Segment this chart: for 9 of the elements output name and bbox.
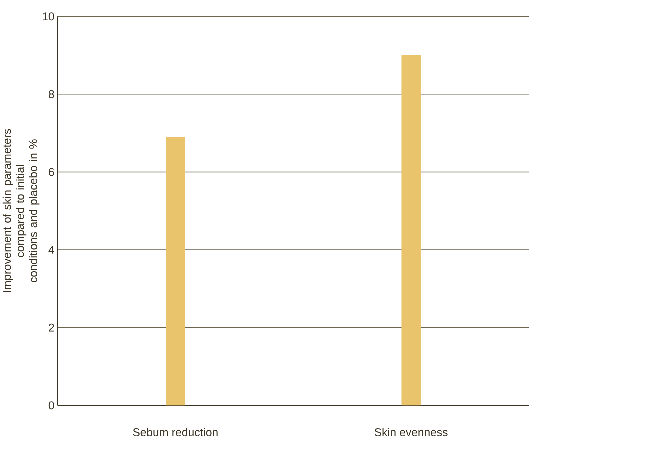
y-tick-label: 4	[48, 246, 54, 254]
y-tick-label: 10	[43, 12, 54, 20]
y-tick-label: 8	[48, 90, 54, 98]
x-tick-label: Skin evenness	[374, 428, 448, 436]
y-tick-label: 0	[48, 401, 54, 410]
y-tick-label: 6	[49, 168, 54, 176]
y-tick-label: 2	[49, 324, 54, 332]
y-axis-title: Improvement of skin parameters compared to initial conditions and placebo in %	[2, 129, 40, 292]
x-tick-label: Sebum reduction	[133, 428, 218, 436]
